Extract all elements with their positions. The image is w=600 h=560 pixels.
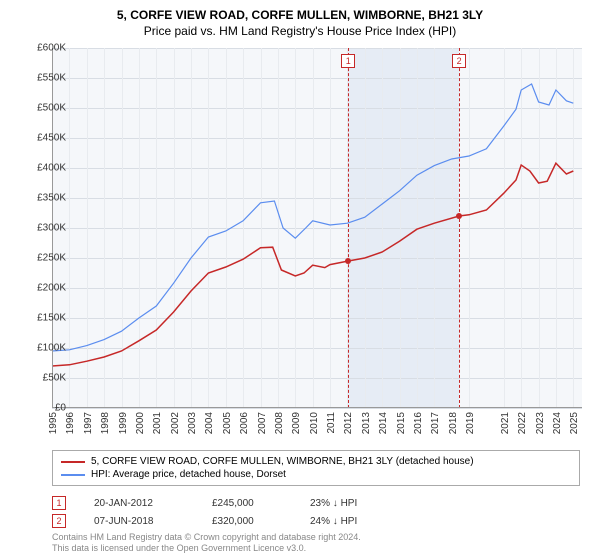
footer-line: Contains HM Land Registry data © Crown c…: [52, 532, 562, 543]
x-tick-label: 2013: [361, 412, 372, 434]
x-tick-label: 2010: [309, 412, 320, 434]
y-tick-label: £500K: [18, 103, 66, 114]
legend-item: 5, CORFE VIEW ROAD, CORFE MULLEN, WIMBOR…: [61, 455, 571, 468]
y-tick-label: £600K: [18, 43, 66, 54]
transaction-date: 07-JUN-2018: [94, 516, 184, 527]
x-tick-label: 2003: [187, 412, 198, 434]
series-price_paid: [52, 163, 573, 366]
y-tick-label: £450K: [18, 133, 66, 144]
x-tick-label: 2009: [291, 412, 302, 434]
y-tick-label: £400K: [18, 163, 66, 174]
legend-swatch: [61, 461, 85, 463]
series-lines: [52, 48, 582, 408]
transaction-marker: 2: [52, 514, 66, 528]
chart-title: 5, CORFE VIEW ROAD, CORFE MULLEN, WIMBOR…: [0, 0, 600, 22]
footer-line: This data is licensed under the Open Gov…: [52, 543, 562, 554]
y-tick-label: £250K: [18, 253, 66, 264]
y-tick-label: £300K: [18, 223, 66, 234]
table-row: 2 07-JUN-2018 £320,000 24% ↓ HPI: [52, 512, 562, 530]
x-tick-label: 2022: [517, 412, 528, 434]
legend-label: HPI: Average price, detached house, Dors…: [91, 469, 286, 480]
y-tick-label: £350K: [18, 193, 66, 204]
x-tick-label: 2008: [274, 412, 285, 434]
x-tick-label: 2024: [552, 412, 563, 434]
transaction-price: £320,000: [212, 516, 282, 527]
x-tick-label: 2011: [326, 412, 337, 434]
y-tick-label: £550K: [18, 73, 66, 84]
x-tick-label: 2002: [170, 412, 181, 434]
y-tick-label: £200K: [18, 283, 66, 294]
x-tick-label: 2016: [413, 412, 424, 434]
chart-container: 5, CORFE VIEW ROAD, CORFE MULLEN, WIMBOR…: [0, 0, 600, 560]
x-tick-label: 2021: [500, 412, 511, 434]
transaction-price: £245,000: [212, 498, 282, 509]
x-tick-label: 2001: [152, 412, 163, 434]
x-tick-label: 2005: [222, 412, 233, 434]
x-tick-label: 1998: [100, 412, 111, 434]
series-hpi: [52, 84, 573, 351]
legend-item: HPI: Average price, detached house, Dors…: [61, 468, 571, 481]
plot-area: 12: [52, 48, 582, 408]
x-axis: [52, 407, 582, 408]
x-tick-label: 1997: [83, 412, 94, 434]
x-tick-label: 2007: [257, 412, 268, 434]
vline-marker: 2: [452, 54, 466, 68]
chart-subtitle: Price paid vs. HM Land Registry's House …: [0, 22, 600, 38]
x-tick-label: 2000: [135, 412, 146, 434]
transaction-diff: 24% ↓ HPI: [310, 516, 400, 527]
transactions-table: 1 20-JAN-2012 £245,000 23% ↓ HPI 2 07-JU…: [52, 494, 562, 530]
sale-point: [456, 213, 462, 219]
x-tick-label: 2018: [448, 412, 459, 434]
y-tick-label: £150K: [18, 313, 66, 324]
legend: 5, CORFE VIEW ROAD, CORFE MULLEN, WIMBOR…: [52, 450, 580, 486]
y-tick-label: £100K: [18, 343, 66, 354]
transaction-marker: 1: [52, 496, 66, 510]
x-tick-label: 2019: [465, 412, 476, 434]
x-tick-label: 2004: [204, 412, 215, 434]
x-tick-label: 2014: [378, 412, 389, 434]
transaction-date: 20-JAN-2012: [94, 498, 184, 509]
footer-attribution: Contains HM Land Registry data © Crown c…: [52, 532, 562, 554]
x-tick-label: 2025: [569, 412, 580, 434]
x-tick-label: 2015: [396, 412, 407, 434]
x-tick-label: 2023: [535, 412, 546, 434]
x-tick-label: 1995: [48, 412, 59, 434]
x-tick-label: 2017: [430, 412, 441, 434]
x-tick-label: 1999: [118, 412, 129, 434]
table-row: 1 20-JAN-2012 £245,000 23% ↓ HPI: [52, 494, 562, 512]
legend-swatch: [61, 474, 85, 476]
transaction-diff: 23% ↓ HPI: [310, 498, 400, 509]
x-tick-label: 2012: [343, 412, 354, 434]
vline-marker: 1: [341, 54, 355, 68]
x-tick-label: 2006: [239, 412, 250, 434]
x-tick-label: 1996: [65, 412, 76, 434]
y-tick-label: £50K: [18, 373, 66, 384]
sale-point: [345, 258, 351, 264]
legend-label: 5, CORFE VIEW ROAD, CORFE MULLEN, WIMBOR…: [91, 456, 474, 467]
